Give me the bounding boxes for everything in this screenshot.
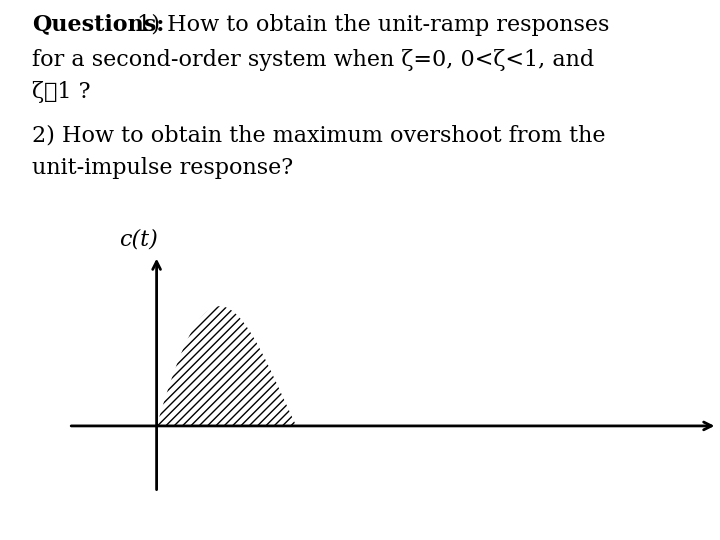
- Text: Questions:: Questions:: [32, 14, 165, 36]
- Text: c(t): c(t): [119, 229, 158, 251]
- Text: ζ≶1 ?: ζ≶1 ?: [32, 81, 91, 103]
- Text: for a second-order system when ζ=0, 0<ζ<1, and: for a second-order system when ζ=0, 0<ζ<…: [32, 49, 595, 71]
- Text: 2) How to obtain the maximum overshoot from the: 2) How to obtain the maximum overshoot f…: [32, 124, 606, 146]
- Text: unit-impulse response?: unit-impulse response?: [32, 157, 294, 179]
- Text: 1) How to obtain the unit-ramp responses: 1) How to obtain the unit-ramp responses: [130, 14, 609, 36]
